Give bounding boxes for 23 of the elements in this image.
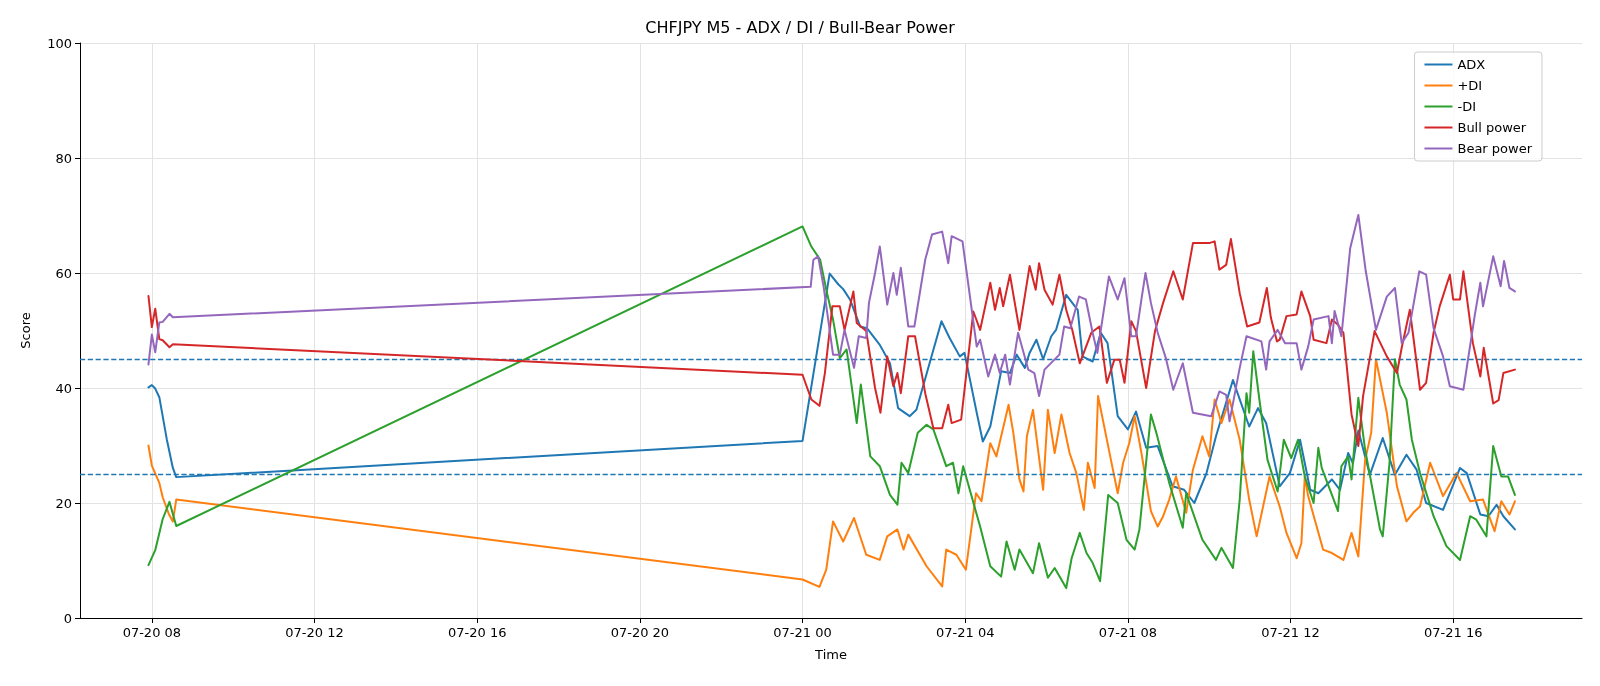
- legend-label: Bear power: [1457, 141, 1533, 156]
- chart-title: CHFJPY M5 - ADX / DI / Bull-Bear Power: [645, 17, 956, 37]
- legend-label: -DI: [1457, 99, 1477, 114]
- x-axis-title: Time: [814, 647, 847, 662]
- y-tick-label: 60: [55, 265, 72, 281]
- x-tick-label: 07-20 12: [285, 625, 344, 640]
- y-axis-title: Score: [18, 312, 33, 349]
- legend-label: Bull power: [1457, 120, 1527, 135]
- x-tick-label: 07-20 16: [447, 625, 507, 640]
- y-tick-label: 100: [47, 35, 72, 51]
- y-tick-label: 20: [55, 495, 72, 511]
- legend-label: ADX: [1457, 57, 1486, 72]
- x-tick-label: 07-21 08: [1098, 625, 1158, 640]
- x-tick-label: 07-20 08: [122, 625, 182, 640]
- x-tick-label: 07-21 12: [1261, 625, 1320, 640]
- x-tick-label: 07-21 00: [773, 625, 832, 640]
- x-tick-label: 07-21 04: [935, 625, 995, 640]
- y-tick-label: 40: [55, 380, 72, 396]
- y-tick-label: 0: [63, 610, 72, 626]
- x-tick-label: 07-21 16: [1423, 625, 1483, 640]
- y-tick-label: 80: [55, 150, 72, 166]
- legend-label: +DI: [1457, 78, 1483, 93]
- x-tick-label: 07-20 20: [610, 625, 670, 640]
